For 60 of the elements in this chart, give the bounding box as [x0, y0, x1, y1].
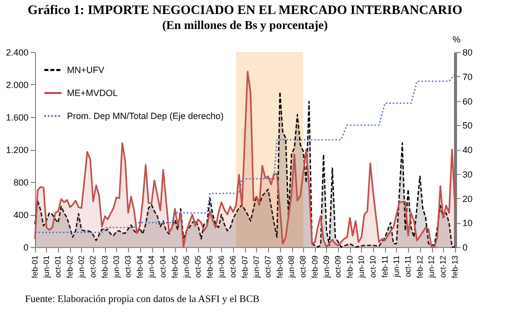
y2-axis-title: % [452, 34, 460, 44]
x-tick-label: oct-07 [264, 254, 273, 278]
x-tick-label: feb-09 [310, 254, 320, 278]
x-tick-label: jun-09 [322, 254, 331, 279]
x-tick-label: feb-11 [380, 254, 390, 278]
y-tick-label: 2.400 [6, 48, 28, 58]
y2-tick-label: 20 [462, 194, 473, 204]
y2-tick-label: 0 [462, 242, 468, 252]
legend-label: Prom. Dep MN/Total Dep (Eje derecho) [67, 111, 224, 121]
y2-tick-label: 10 [462, 218, 473, 228]
x-tick-label: feb-13 [450, 254, 460, 278]
x-tick-label: feb-07 [240, 254, 250, 278]
x-tick-label: feb-06 [205, 254, 214, 278]
x-tick-label: jun-12 [427, 254, 436, 279]
x-tick-label: feb-01 [30, 254, 40, 278]
x-tick-label: jun-07 [252, 254, 261, 279]
legend-label: MN+UFV [67, 65, 104, 75]
x-tick-label: oct-01 [54, 254, 63, 278]
x-tick-label: feb-12 [415, 254, 424, 278]
x-tick-label: feb-02 [65, 254, 74, 278]
x-tick-label: jun-05 [182, 254, 191, 279]
x-tick-label: jun-08 [287, 254, 296, 279]
x-tick-label: jun-10 [356, 254, 366, 279]
x-tick-label: jun-04 [147, 254, 156, 279]
x-tick-label: oct-11 [404, 254, 413, 278]
x-tick-label: jun-03 [112, 254, 121, 279]
y-tick-label: 800 [13, 178, 28, 188]
x-tick-label: oct-06 [228, 254, 238, 278]
x-tick-label: feb-04 [135, 254, 144, 278]
y2-tick-label: 40 [462, 145, 473, 155]
x-tick-label: jun-06 [216, 254, 226, 279]
y-tick-label: 1.200 [6, 145, 28, 155]
chart-subtitle: (En millones de Bs y porcentaje) [162, 18, 328, 32]
x-tick-label: oct-03 [124, 254, 133, 278]
x-tick-label: feb-08 [275, 254, 284, 278]
legend-label: ME+MVDOL [67, 88, 118, 98]
x-tick-label: oct-09 [334, 254, 343, 278]
y-tick-label: 400 [13, 210, 28, 220]
chart-title: Gráfico 1: IMPORTE NEGOCIADO EN EL MERCADO INTERBANCARIO [28, 2, 462, 17]
y2-tick-label: 80 [462, 48, 473, 58]
y2-tick-label: 30 [462, 169, 473, 180]
x-tick-label: feb-10 [345, 254, 354, 278]
y-tick-label: 0 [23, 242, 28, 252]
x-tick-label: oct-12 [438, 254, 448, 278]
x-tick-label: oct-10 [368, 254, 378, 278]
x-tick-label: oct-08 [298, 254, 308, 278]
x-tick-label: oct-04 [158, 254, 168, 278]
x-tick-label: feb-05 [170, 254, 180, 278]
x-tick-label: jun-02 [76, 254, 86, 279]
source-note: Fuente: Elaboración propia con datos de la ASFI y el BCB [25, 294, 260, 305]
y-tick-label: 2.000 [6, 80, 28, 90]
x-tick-label: jun-01 [42, 254, 51, 279]
y2-tick-label: 50 [462, 120, 473, 131]
x-tick-label: jun-11 [392, 254, 401, 278]
x-tick-label: oct-02 [88, 254, 98, 278]
y2-tick-label: 70 [462, 72, 473, 82]
y-tick-label: 1.600 [6, 112, 28, 122]
y2-tick-label: 60 [462, 96, 473, 106]
x-tick-label: feb-03 [100, 254, 110, 278]
x-tick-label: oct-05 [194, 254, 203, 278]
